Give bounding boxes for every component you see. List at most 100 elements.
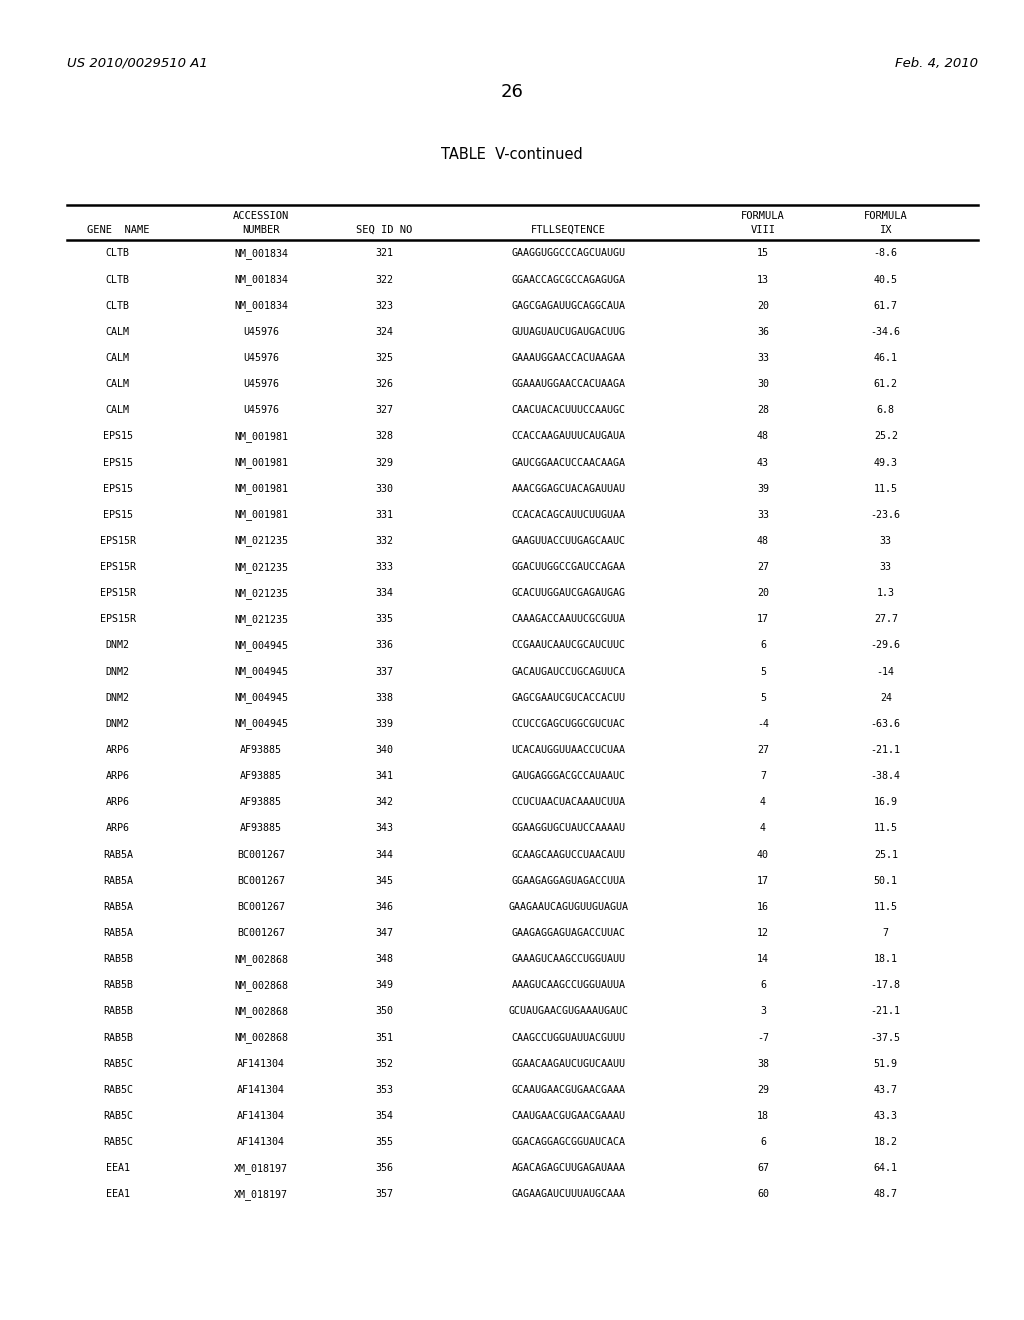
Text: SEQ ID NO: SEQ ID NO [356,224,412,235]
Text: 43: 43 [757,458,769,467]
Text: AAACGGAGCUACAGAUUAU: AAACGGAGCUACAGAUUAU [511,483,626,494]
Text: 6.8: 6.8 [877,405,895,416]
Text: 334: 334 [375,589,393,598]
Text: 43.7: 43.7 [873,1085,898,1094]
Text: 323: 323 [375,301,393,310]
Text: ARP6: ARP6 [105,771,130,781]
Text: CLTB: CLTB [105,301,130,310]
Text: U45976: U45976 [243,379,280,389]
Text: NM_004945: NM_004945 [234,640,288,651]
Text: NM_001834: NM_001834 [234,275,288,285]
Text: 13: 13 [757,275,769,285]
Text: NUMBER: NUMBER [243,224,280,235]
Text: AF93885: AF93885 [240,744,283,755]
Text: 24: 24 [880,693,892,702]
Text: 342: 342 [375,797,393,808]
Text: EEA1: EEA1 [105,1189,130,1200]
Text: 357: 357 [375,1189,393,1200]
Text: CALM: CALM [105,327,130,337]
Text: CCACACAGCAUUCUUGUAA: CCACACAGCAUUCUUGUAA [511,510,626,520]
Text: GGAAAUGGAACCACUAAGA: GGAAAUGGAACCACUAAGA [511,379,626,389]
Text: GCACUUGGAUCGAGAUGAG: GCACUUGGAUCGAGAUGAG [511,589,626,598]
Text: -23.6: -23.6 [870,510,901,520]
Text: GAUGAGGGACGCCAUAAUC: GAUGAGGGACGCCAUAAUC [511,771,626,781]
Text: 48: 48 [757,432,769,441]
Text: 345: 345 [375,875,393,886]
Text: ARP6: ARP6 [105,744,130,755]
Text: 329: 329 [375,458,393,467]
Text: 18.1: 18.1 [873,954,898,964]
Text: GAGCGAGAUUGCAGGCAUA: GAGCGAGAUUGCAGGCAUA [511,301,626,310]
Text: CCACCAAGAUUUCAUGAUA: CCACCAAGAUUUCAUGAUA [511,432,626,441]
Text: 324: 324 [375,327,393,337]
Text: IX: IX [880,224,892,235]
Text: AF93885: AF93885 [240,771,283,781]
Text: RAB5C: RAB5C [102,1059,133,1069]
Text: EPS15: EPS15 [102,432,133,441]
Text: 50.1: 50.1 [873,875,898,886]
Text: RAB5A: RAB5A [102,902,133,912]
Text: NM_002868: NM_002868 [234,979,288,991]
Text: 6: 6 [760,1137,766,1147]
Text: 61.2: 61.2 [873,379,898,389]
Text: RAB5B: RAB5B [102,954,133,964]
Text: NM_001981: NM_001981 [234,430,288,442]
Text: 6: 6 [760,981,766,990]
Text: 48.7: 48.7 [873,1189,898,1200]
Text: CCUCUAACUACAAAUCUUA: CCUCUAACUACAAAUCUUA [511,797,626,808]
Text: GAGCGAAUCGUCACCACUU: GAGCGAAUCGUCACCACUU [511,693,626,702]
Text: Feb. 4, 2010: Feb. 4, 2010 [895,57,978,70]
Text: -7: -7 [757,1032,769,1043]
Text: GAAAGUCAAGCCUGGUAUU: GAAAGUCAAGCCUGGUAUU [511,954,626,964]
Text: 350: 350 [375,1006,393,1016]
Text: GAUCGGAACUCCAACAAGA: GAUCGGAACUCCAACAAGA [511,458,626,467]
Text: GGAAGAGGAGUAGACCUUA: GGAAGAGGAGUAGACCUUA [511,875,626,886]
Text: 4: 4 [760,797,766,808]
Text: AAAGUCAAGCCUGGUAUUA: AAAGUCAAGCCUGGUAUUA [511,981,626,990]
Text: EPS15: EPS15 [102,510,133,520]
Text: GACAUGAUCCUGCAGUUCA: GACAUGAUCCUGCAGUUCA [511,667,626,677]
Text: 337: 337 [375,667,393,677]
Text: GAAGUUACCUUGAGCAAUC: GAAGUUACCUUGAGCAAUC [511,536,626,546]
Text: 67: 67 [757,1163,769,1173]
Text: NM_001981: NM_001981 [234,457,288,469]
Text: EPS15R: EPS15R [99,589,136,598]
Text: 12: 12 [757,928,769,939]
Text: EPS15: EPS15 [102,458,133,467]
Text: GCAAUGAACGUGAACGAAA: GCAAUGAACGUGAACGAAA [511,1085,626,1094]
Text: 352: 352 [375,1059,393,1069]
Text: U45976: U45976 [243,405,280,416]
Text: 332: 332 [375,536,393,546]
Text: -21.1: -21.1 [870,744,901,755]
Text: 20: 20 [757,589,769,598]
Text: 346: 346 [375,902,393,912]
Text: 33: 33 [880,562,892,572]
Text: GAAGAAUCAGUGUUGUAGUA: GAAGAAUCAGUGUUGUAGUA [508,902,629,912]
Text: RAB5C: RAB5C [102,1111,133,1121]
Text: RAB5A: RAB5A [102,928,133,939]
Text: 14: 14 [757,954,769,964]
Text: 36: 36 [757,327,769,337]
Text: 48: 48 [757,536,769,546]
Text: GGAACCAGCGCCAGAGUGA: GGAACCAGCGCCAGAGUGA [511,275,626,285]
Text: 343: 343 [375,824,393,833]
Text: EPS15R: EPS15R [99,536,136,546]
Text: NM_002868: NM_002868 [234,1006,288,1016]
Text: 17: 17 [757,614,769,624]
Text: 27.7: 27.7 [873,614,898,624]
Text: 348: 348 [375,954,393,964]
Text: 11.5: 11.5 [873,902,898,912]
Text: 331: 331 [375,510,393,520]
Text: RAB5C: RAB5C [102,1085,133,1094]
Text: NM_001834: NM_001834 [234,300,288,312]
Text: NM_021235: NM_021235 [234,561,288,573]
Text: NM_001981: NM_001981 [234,510,288,520]
Text: -8.6: -8.6 [873,248,898,259]
Text: EEA1: EEA1 [105,1163,130,1173]
Text: NM_001981: NM_001981 [234,483,288,494]
Text: 4: 4 [760,824,766,833]
Text: AGACAGAGCUUGAGAUAAA: AGACAGAGCUUGAGAUAAA [511,1163,626,1173]
Text: XM_018197: XM_018197 [234,1189,288,1200]
Text: 353: 353 [375,1085,393,1094]
Text: AF93885: AF93885 [240,797,283,808]
